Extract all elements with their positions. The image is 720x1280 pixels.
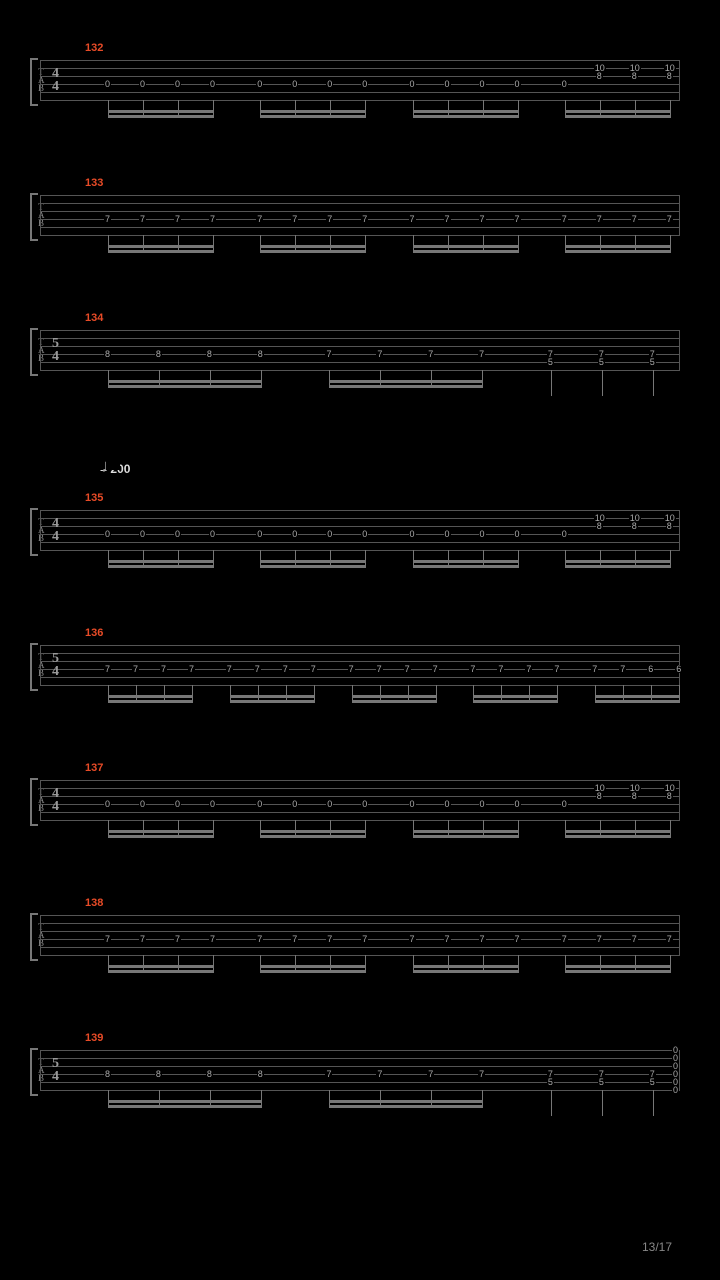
tab-page: 13/17 132TAB440000000000000108108108133T… [0, 0, 720, 1280]
bar-number: 138 [85, 897, 103, 909]
page-number: 13/17 [642, 1240, 672, 1254]
time-signature: 44 [52, 518, 59, 544]
time-signature: 54 [52, 338, 59, 364]
time-signature: 54 [52, 653, 59, 679]
time-signature: 44 [52, 788, 59, 814]
tempo-marking: ♩= 200 [100, 462, 130, 476]
time-signature: 44 [52, 68, 59, 94]
bar-number: 134 [85, 312, 103, 324]
bar-number: 136 [85, 627, 103, 639]
bar-number: 139 [85, 1032, 103, 1044]
bar-number: 137 [85, 762, 103, 774]
time-signature: 54 [52, 1058, 59, 1084]
bar-number: 133 [85, 177, 103, 189]
bar-number: 132 [85, 42, 103, 54]
bar-number: 135 [85, 492, 103, 504]
